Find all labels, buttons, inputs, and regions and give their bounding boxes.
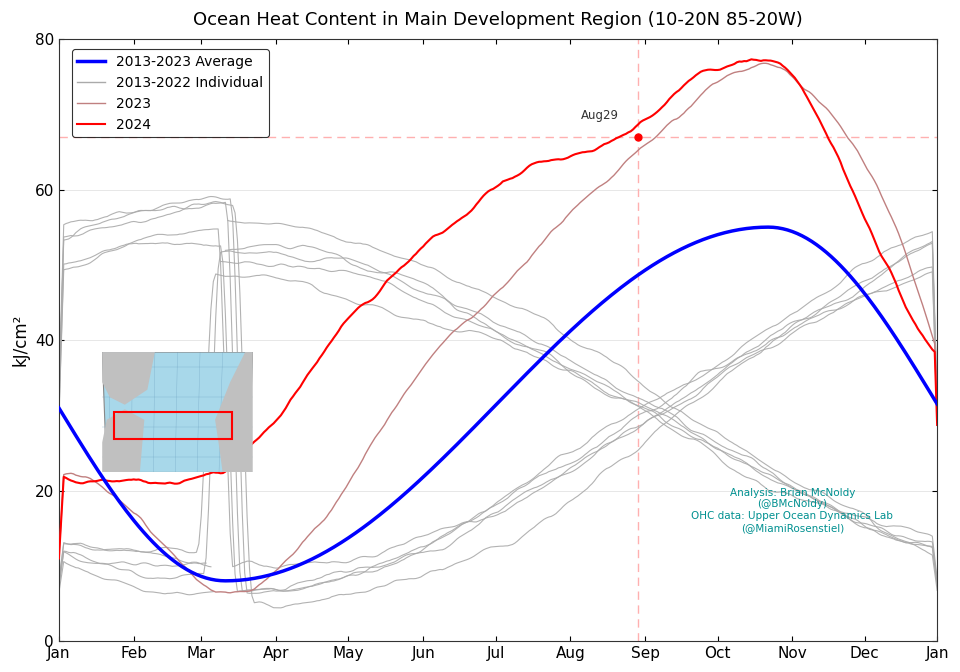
Y-axis label: kJ/cm²: kJ/cm² (12, 314, 29, 366)
Title: Ocean Heat Content in Main Development Region (10-20N 85-20W): Ocean Heat Content in Main Development R… (193, 11, 803, 29)
Text: Aug29: Aug29 (581, 109, 618, 122)
Legend: 2013-2023 Average, 2013-2022 Individual, 2023, 2024: 2013-2023 Average, 2013-2022 Individual,… (72, 49, 269, 137)
Text: Analysis: Brian McNoldy
(@BMcNoldy)
OHC data: Upper Ocean Dynamics Lab
(@MiamiRo: Analysis: Brian McNoldy (@BMcNoldy) OHC … (691, 488, 893, 533)
